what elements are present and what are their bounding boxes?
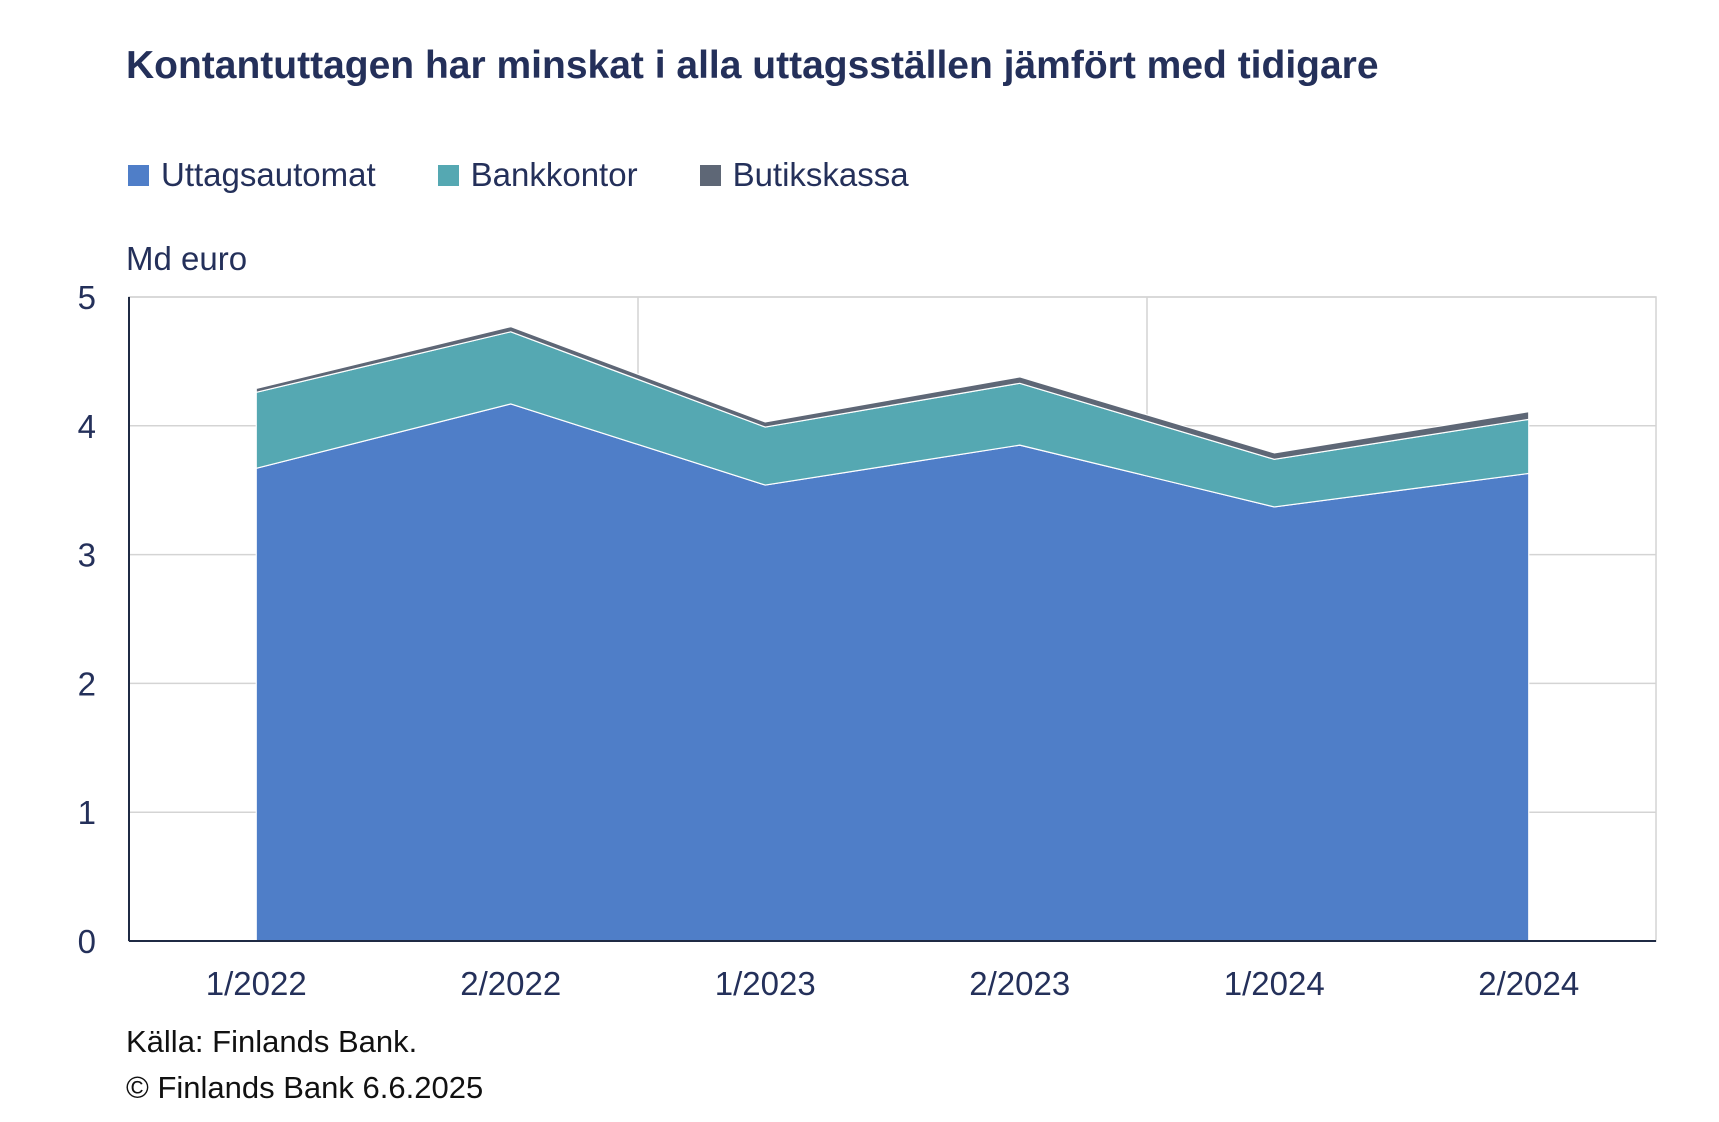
x-tick-label: 2/2022 bbox=[460, 965, 561, 1002]
legend: Uttagsautomat Bankkontor Butikskassa bbox=[128, 156, 971, 194]
legend-swatch-uttagsautomat bbox=[128, 164, 149, 186]
copyright-note: © Finlands Bank 6.6.2025 bbox=[126, 1070, 484, 1105]
y-tick-label: 4 bbox=[78, 408, 96, 445]
y-tick-label: 0 bbox=[78, 923, 96, 960]
y-tick-label: 1 bbox=[78, 794, 96, 831]
legend-item-bankkontor: Bankkontor bbox=[437, 156, 638, 194]
chart-title: Kontantuttagen har minskat i alla uttags… bbox=[126, 44, 1379, 87]
y-axis-unit-label: Md euro bbox=[126, 240, 248, 277]
legend-swatch-butikskassa bbox=[699, 164, 721, 186]
y-tick-label: 3 bbox=[78, 537, 96, 574]
legend-item-butikskassa: Butikskassa bbox=[699, 156, 909, 194]
x-tick-label: 1/2023 bbox=[715, 965, 816, 1002]
source-note: Källa: Finlands Bank. bbox=[126, 1024, 418, 1059]
x-tick-label: 1/2022 bbox=[206, 965, 307, 1002]
x-tick-label: 1/2024 bbox=[1224, 965, 1325, 1002]
y-tick-label: 2 bbox=[78, 665, 96, 702]
legend-swatch-bankkontor bbox=[437, 164, 459, 186]
y-tick-label: 5 bbox=[78, 279, 96, 316]
legend-item-uttagsautomat: Uttagsautomat bbox=[128, 156, 376, 194]
x-tick-label: 2/2023 bbox=[969, 965, 1070, 1002]
legend-label-butikskassa: Butikskassa bbox=[732, 156, 909, 193]
x-tick-label: 2/2024 bbox=[1478, 965, 1579, 1002]
area-series-butikskassa bbox=[255, 326, 1530, 460]
legend-label-bankkontor: Bankkontor bbox=[470, 156, 638, 193]
legend-label-uttagsautomat: Uttagsautomat bbox=[161, 156, 376, 193]
